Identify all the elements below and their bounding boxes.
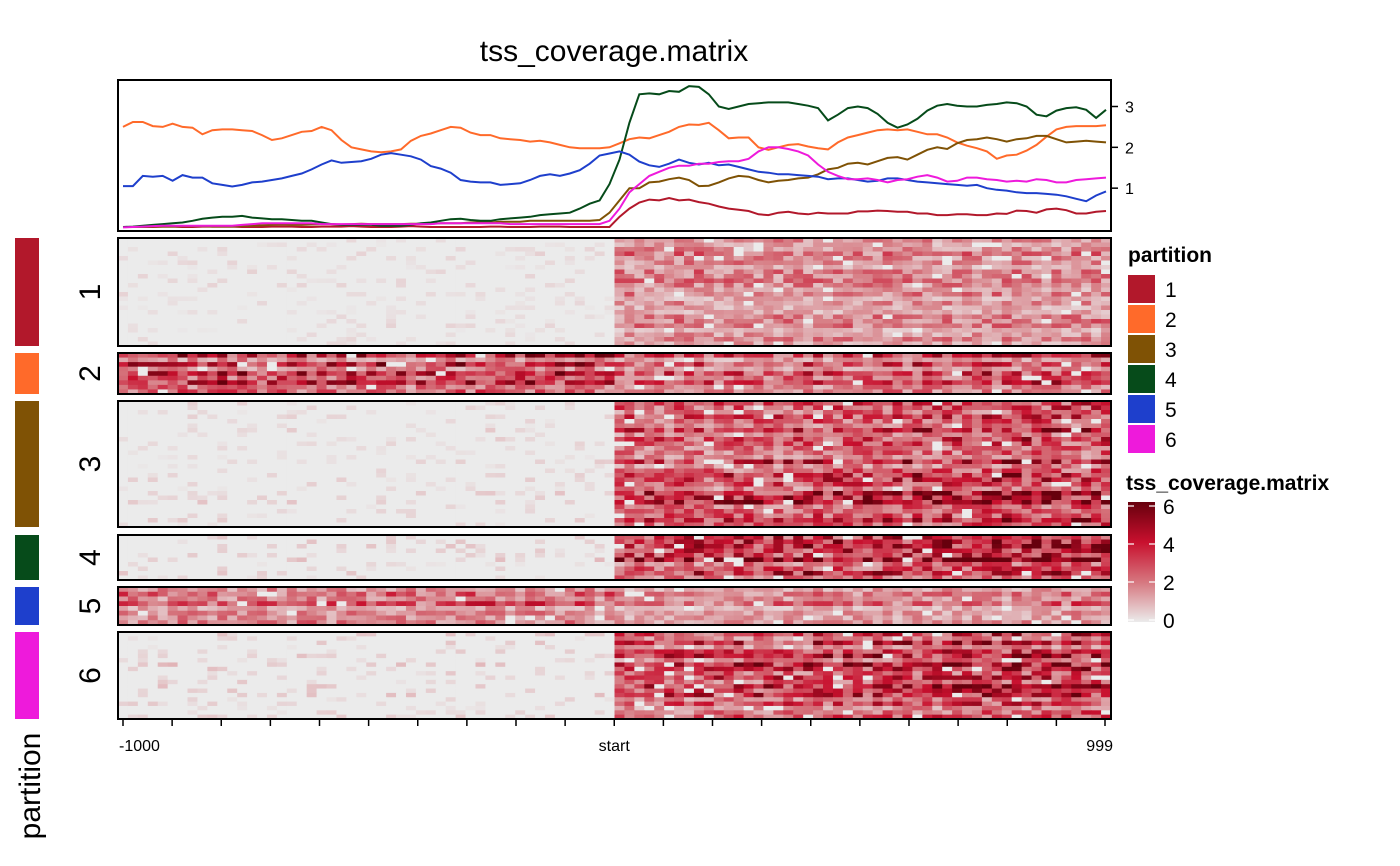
top-y-tick-label: 3	[1125, 100, 1134, 117]
x-tick-label: start	[599, 738, 631, 755]
partition-legend-swatch-4	[1128, 365, 1155, 393]
heatmap-slice-frame-5	[117, 586, 1112, 626]
color-scale-bar	[1128, 502, 1155, 622]
heatmap-slice-frame-3	[117, 400, 1112, 528]
x-tick-label: -1000	[119, 738, 160, 755]
profile-line-1	[123, 196, 1107, 228]
heatmap-slice-6	[117, 631, 1112, 720]
heatmap-slice-2	[117, 352, 1112, 395]
heatmap-slice-frame-4	[117, 534, 1112, 581]
chart-title: tss_coverage.matrix	[480, 35, 748, 68]
x-axis: -1000 start 999	[119, 719, 1113, 755]
top-annotation-frame	[117, 79, 1112, 232]
partition-annotation: 1 2 3 4 5 6	[15, 238, 107, 719]
heatmap-slice-3	[117, 400, 1112, 528]
partition-legend-label-6: 6	[1165, 429, 1177, 452]
partition-color-bar-4	[15, 535, 39, 580]
profile-line-2	[122, 121, 1107, 160]
top-annotation: 1 2 3	[117, 79, 1134, 232]
x-tick-label: 999	[1086, 738, 1113, 755]
partition-legend-swatch-6	[1128, 425, 1155, 453]
partition-axis-label: partition	[14, 733, 47, 840]
partition-legend-swatch-5	[1128, 395, 1155, 423]
partition-color-bar-3	[15, 401, 39, 527]
top-y-tick-label: 1	[1125, 181, 1134, 198]
partition-color-bar-6	[15, 632, 39, 719]
partition-color-bar-5	[15, 587, 39, 625]
partition-legend-swatch-2	[1128, 305, 1155, 333]
partition-legend-label-2: 2	[1165, 309, 1177, 332]
color-scale-tick-label: 0	[1163, 610, 1175, 633]
partition-legend-swatch-3	[1128, 335, 1155, 363]
heatmap-slice-4	[117, 534, 1112, 581]
profile-line-3	[123, 134, 1107, 228]
partition-label-1: 1	[74, 284, 107, 301]
partition-legend-label-5: 5	[1165, 399, 1177, 422]
profile-line-5	[123, 150, 1107, 203]
top-y-tick-label: 2	[1125, 140, 1134, 157]
color-scale-tick-label: 6	[1163, 496, 1175, 519]
partition-color-bar-1	[15, 238, 39, 346]
partition-label-3: 3	[74, 456, 107, 473]
partition-label-2: 2	[74, 365, 107, 382]
color-scale-tick-label: 4	[1163, 534, 1175, 557]
profile-line-6	[122, 146, 1107, 229]
partition-label-4: 4	[74, 549, 107, 566]
partition-legend-label-3: 3	[1165, 339, 1177, 362]
partition-legend-title: partition	[1128, 244, 1212, 267]
heatmap-slice-1	[117, 237, 1112, 347]
profile-line-4	[122, 85, 1107, 228]
partition-label-6: 6	[74, 667, 107, 684]
heatmap-slice-frame-2	[117, 352, 1112, 395]
heatmap-slice-frame-1	[117, 237, 1112, 347]
color-scale-legend-title: tss_coverage.matrix	[1126, 472, 1329, 495]
partition-legend: partition 1 2 3 4 5 6	[1128, 244, 1212, 453]
partition-legend-swatch-1	[1128, 275, 1155, 303]
heatmap-body	[117, 237, 1112, 720]
partition-color-bar-2	[15, 353, 39, 394]
partition-legend-label-1: 1	[1165, 279, 1177, 302]
color-scale-tick-label: 2	[1163, 572, 1175, 595]
partition-legend-label-4: 4	[1165, 369, 1177, 392]
heatmap-slice-5	[117, 586, 1112, 626]
partition-label-5: 5	[74, 598, 107, 615]
